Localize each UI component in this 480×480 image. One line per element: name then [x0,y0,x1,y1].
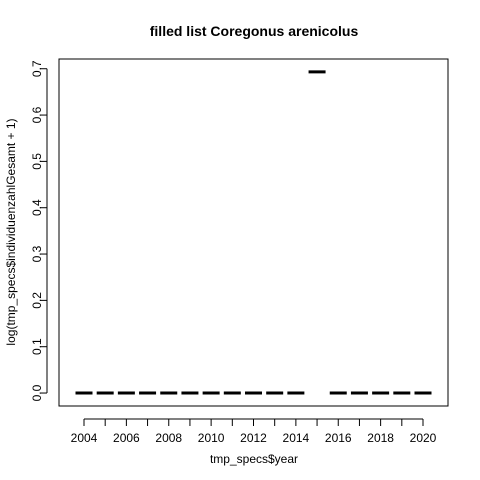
y-tick-label: 0.2 [30,292,44,309]
y-tick-label: 0.4 [30,199,44,216]
x-tick-label: 2010 [198,431,225,445]
x-tick-label: 2020 [410,431,437,445]
x-axis: 2004 2006 2008 2010 2012 2014 2016 2018 2020 [71,418,437,445]
x-tick-label: 2012 [240,431,267,445]
y-tick-label: 0.3 [30,245,44,262]
x-tick-label: 2006 [113,431,140,445]
x-axis-label: tmp_specs$year [210,452,298,466]
x-tick-label: 2014 [283,431,310,445]
y-tick-label: 0.6 [30,106,44,123]
chart-title: filled list Coregonus arenicolus [150,23,359,39]
y-axis: 0.0 0.1 0.2 0.3 0.4 0.5 0.6 0.7 [30,60,48,401]
y-axis-label: log(tmp_specs$individuenzahlGesamt + 1) [4,118,18,345]
box-series [75,70,432,395]
y-tick-label: 0.1 [30,338,44,355]
x-tick-label: 2016 [325,431,352,445]
x-tick-label: 2004 [71,431,98,445]
x-tick-label: 2008 [155,431,182,445]
x-tick-label: 2018 [367,431,394,445]
plot-frame [58,58,449,407]
y-tick-label: 0.7 [30,60,44,77]
y-tick-label: 0.0 [30,384,44,401]
y-tick-label: 0.5 [30,153,44,170]
